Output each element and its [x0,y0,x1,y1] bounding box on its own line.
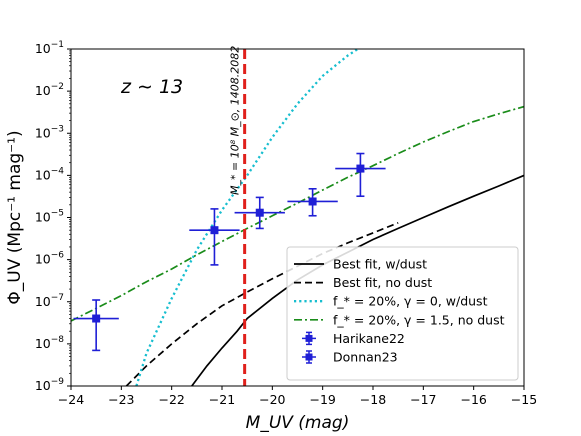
legend-item-2: Best fit, no dust [294,275,432,290]
legend-label: Harikane22 [333,331,405,346]
mass-threshold-label: M_* = 10⁸ M_⊙, 1408.2082 [229,46,242,195]
x-tick-label: −15 [511,392,537,407]
legend-item-6: Donnan23 [302,350,398,365]
redshift-annotation: z ∼ 13 [120,76,183,98]
legend-item-5: Harikane22 [302,331,405,346]
legend-marker [305,353,313,361]
legend-label: Best fit, w/dust [333,257,427,272]
y-tick-label: 10−1 [35,40,64,56]
y-tick-label: 10−6 [35,251,64,267]
x-tick-label: −18 [360,392,386,407]
square-marker [356,164,365,173]
legend-box [286,246,519,381]
data-point-4 [287,188,338,217]
legend-item-1: Best fit, w/dust [294,257,427,272]
data-point-1 [73,299,119,352]
y-tick-label: 10−7 [35,293,64,309]
square-marker [255,208,264,217]
x-axis-title: M_UV (mag) [246,413,350,433]
square-marker [308,197,317,206]
data-point-2 [189,208,240,266]
y-axis-title: Φ_UV (Mpc⁻¹ mag⁻¹) [5,130,25,304]
square-marker [92,314,101,323]
legend-label: Best fit, no dust [333,275,432,290]
data-point-3 [234,196,285,230]
legend-marker [305,334,313,342]
series-line-3 [135,49,359,386]
legend-label: Donnan23 [333,350,398,365]
x-tick-label: −21 [209,392,235,407]
x-tick-label: −22 [158,392,184,407]
legend-item-3: f_* = 20%, γ = 0, w/dust [294,294,488,309]
x-tick-label: −17 [410,392,436,407]
x-tick-label: −24 [58,392,84,407]
data-point-5 [335,152,386,198]
legend-label: f_* = 20%, γ = 1.5, no dust [333,312,505,327]
legend-label: f_* = 20%, γ = 0, w/dust [333,294,488,309]
y-tick-label: 10−5 [35,209,64,225]
y-tick-label: 10−3 [35,124,64,140]
square-marker [210,226,219,235]
y-tick-label: 10−9 [35,377,64,393]
x-tick-label: −20 [259,392,285,407]
y-tick-label: 10−2 [35,82,64,98]
y-tick-label: 10−4 [35,166,64,182]
series-line-4 [71,105,524,322]
y-tick-label: 10−8 [35,335,64,351]
x-tick-label: −23 [108,392,134,407]
x-tick-label: −16 [460,392,486,407]
series-line-2 [125,222,399,386]
legend-item-4: f_* = 20%, γ = 1.5, no dust [294,312,505,327]
legend: Best fit, w/dust Best fit, no dust f_* = 2… [286,246,519,381]
x-tick-label: −19 [309,392,335,407]
